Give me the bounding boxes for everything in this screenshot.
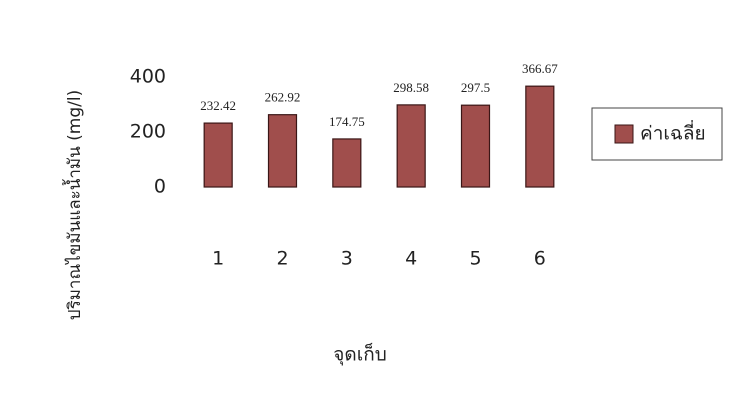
x-axis-label: จุดเก็บ xyxy=(333,342,387,367)
x-tick-label: 4 xyxy=(405,248,417,270)
y-tick-label: 200 xyxy=(130,121,166,143)
x-tick-label: 2 xyxy=(276,248,288,270)
y-tick-label: 400 xyxy=(130,66,166,88)
x-tick-label: 6 xyxy=(534,248,546,270)
x-tick-label: 5 xyxy=(469,248,481,270)
data-label: 298.58 xyxy=(393,80,429,95)
y-axis-label: ปริมาณไขมันและน้ำมัน (mg/l) xyxy=(62,90,85,320)
bar xyxy=(525,85,555,188)
legend-swatch xyxy=(614,124,634,144)
data-label: 262.92 xyxy=(265,90,301,105)
x-tick-label: 1 xyxy=(212,248,224,270)
bar xyxy=(267,114,298,188)
data-label: 366.67 xyxy=(522,61,558,76)
legend-box xyxy=(591,107,723,161)
y-tick-label: 0 xyxy=(154,176,166,198)
data-label: 232.42 xyxy=(200,98,236,113)
data-label: 297.5 xyxy=(461,80,490,95)
data-label: 174.75 xyxy=(329,114,365,129)
bar xyxy=(396,104,426,188)
bar xyxy=(203,122,233,188)
bar xyxy=(332,138,362,188)
bar xyxy=(460,104,491,188)
legend-label: ค่าเฉลี่ย xyxy=(640,120,706,145)
x-tick-label: 3 xyxy=(341,248,353,270)
